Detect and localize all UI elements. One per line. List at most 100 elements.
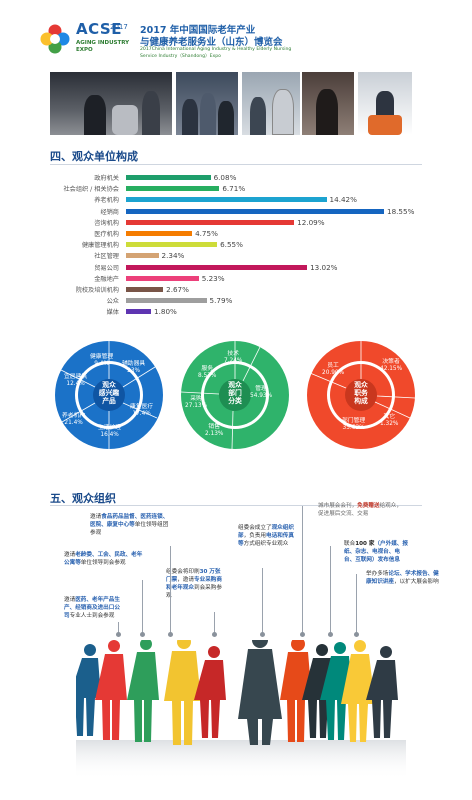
bar-value-label: 2.67%	[166, 285, 189, 294]
connector-dot	[116, 632, 121, 637]
bar-value-label: 6.71%	[222, 184, 246, 194]
organization-note: 联合100 家（户外媒、报纸、杂志、电视台、电台、互联网）发布信息	[344, 541, 408, 564]
bar	[126, 242, 218, 248]
organization-note: 组委会成立了观众组织部，负责用电话和传真等方式组织专业观众	[238, 525, 294, 548]
bar-value-label: 18.55%	[387, 206, 415, 216]
bar	[126, 175, 211, 180]
bar	[126, 186, 220, 192]
crowd-silhouettes	[76, 640, 406, 780]
connector-line	[356, 574, 357, 636]
logo-acse: ACSE	[76, 20, 122, 38]
donut-segment-label: 其它 1.32%	[380, 414, 399, 427]
connector-line	[330, 546, 331, 636]
bar-value-label: 6.08%	[213, 173, 237, 182]
expo-photo	[302, 72, 354, 135]
bar-value-label: 1.80%	[154, 307, 177, 317]
organization-note: 举办多场论坛、学术报告、健康知识讲座，以扩大展会影响	[366, 571, 439, 586]
donut-segment-label: 宜居建筑 12.4%	[64, 374, 88, 387]
bar-label: 社区管理	[94, 253, 119, 261]
donut-segment-label: 决策者 42.15%	[380, 359, 403, 372]
donut-segment-label: 员工 20.90%	[322, 363, 345, 376]
bar-label: 政府机关	[94, 175, 119, 182]
expo-photo	[242, 72, 300, 135]
section-title: 五、观众组织	[50, 492, 116, 505]
connector-dot	[328, 632, 333, 637]
donut-segment-label: 生活护理 16.4%	[98, 425, 122, 438]
connector-line	[142, 580, 143, 636]
logo-year: 2017	[110, 23, 128, 31]
bar-label: 咨询机构	[94, 219, 119, 227]
donut-center-label: 观众 部门 分类	[228, 381, 242, 406]
expo-logo-icon	[40, 24, 70, 54]
connector-dot	[300, 632, 305, 637]
section-divider	[50, 164, 422, 165]
connector-dot	[354, 632, 359, 637]
connector-dot	[260, 632, 265, 637]
organization-note: 邀请老龄委、工会、民政、老年公寓等单位领导到会参观	[64, 552, 143, 567]
bar-label: 公众	[106, 298, 119, 306]
bar	[126, 253, 159, 259]
expo-photo	[176, 72, 238, 135]
bar-value-label: 4.75%	[195, 229, 218, 238]
bar-value-label: 5.79%	[209, 296, 233, 306]
bar-label: 医疗机构	[94, 231, 119, 238]
job-position-donut	[307, 341, 416, 449]
connector-dot	[168, 632, 173, 637]
connector-line	[302, 506, 303, 636]
donut-center-label: 观众 职务 构成	[354, 381, 368, 406]
section-divider	[50, 505, 422, 506]
organization-note: 城市展会会刊，免费赠送给观众，促进展后交流、交易	[318, 503, 402, 518]
bar-label: 贸易公司	[94, 264, 119, 272]
connector-dot	[140, 632, 145, 637]
logo-subtitle: AGING INDUSTRY	[76, 40, 130, 46]
expo-title-line1: 2017 年中国国际老年产业	[140, 25, 256, 36]
section-title: 四、观众单位构成	[50, 150, 138, 163]
bar-label: 媒体	[106, 309, 119, 317]
donut-segment-label: 销售 2.13%	[205, 424, 224, 437]
donut-segment-label: 辅助器具 23%	[122, 361, 146, 374]
connector-dot	[212, 632, 217, 637]
donut-segment-label: 技术 7.24%	[224, 351, 243, 364]
donut-segment-label: 部门管理 35.63%	[342, 418, 366, 431]
bar-label: 院校及培训机构	[75, 287, 119, 294]
bar	[126, 219, 295, 225]
expo-title-english: 2017China International Aging Industry &…	[140, 47, 292, 52]
expo-photo	[50, 72, 172, 135]
bar-value-label: 14.42%	[329, 195, 357, 205]
visitor-composition-bar-chart: 政府机关 6.08% 社会组织 / 相关协会 6.71% 养老机构 14.42% 经销商 18…	[0, 170, 472, 320]
bar-value-label: 6.55%	[220, 240, 243, 250]
donut-segment-label: 服务 8.57%	[198, 366, 217, 379]
bar-label: 养老机构	[94, 197, 119, 205]
bar-label: 经销商	[100, 208, 119, 216]
bar-value-label: 2.34%	[161, 251, 185, 261]
donut-segment-label: 养老机构 21.4%	[62, 413, 86, 426]
donut-segment-label: 康复医疗 17.4%	[130, 404, 154, 417]
bar	[126, 231, 193, 236]
organization-note: 组委会将印刷30 万张门票，邀请专业采购商和老年观众到会采购参观	[166, 569, 222, 600]
connector-line	[170, 546, 171, 636]
bar	[126, 208, 384, 214]
bar-label: 社会组织 / 相关协会	[63, 186, 119, 194]
connector-line	[118, 622, 119, 636]
organization-note: 邀请医药、老年产品生产、经销商及进出口公司专业人士到会参观	[64, 597, 120, 620]
connector-line	[214, 612, 215, 636]
organization-note: 邀请食品药品监督、医药连锁、医院、康复中心等单位领导组团参观	[90, 514, 169, 537]
expo-title-line2: 与健康养老服务业（山东）博览会	[140, 37, 283, 48]
logo-subtitle: EXPO	[76, 47, 93, 53]
bar-label: 金融地产	[94, 275, 119, 283]
bar-value-label: 13.02%	[310, 262, 338, 272]
donut-center-label: 观众 感兴趣 产品	[98, 381, 120, 406]
interest-products-donut	[55, 341, 163, 449]
expo-title-english: Service Industry（Shandong）Expo	[140, 54, 221, 59]
bar	[126, 275, 199, 281]
connector-line	[262, 568, 263, 636]
bar	[126, 197, 327, 203]
bar-value-label: 12.09%	[297, 217, 325, 227]
bar-value-label: 5.23%	[201, 273, 225, 283]
bar	[126, 264, 308, 270]
expo-photo	[358, 72, 412, 135]
bar	[126, 298, 207, 304]
donut-segment-label: 健康管理 9.4%	[90, 354, 114, 367]
donut-segment-label: 管理 54.93%	[250, 386, 273, 399]
donut-segment-label: 采购 27.13%	[185, 396, 208, 409]
